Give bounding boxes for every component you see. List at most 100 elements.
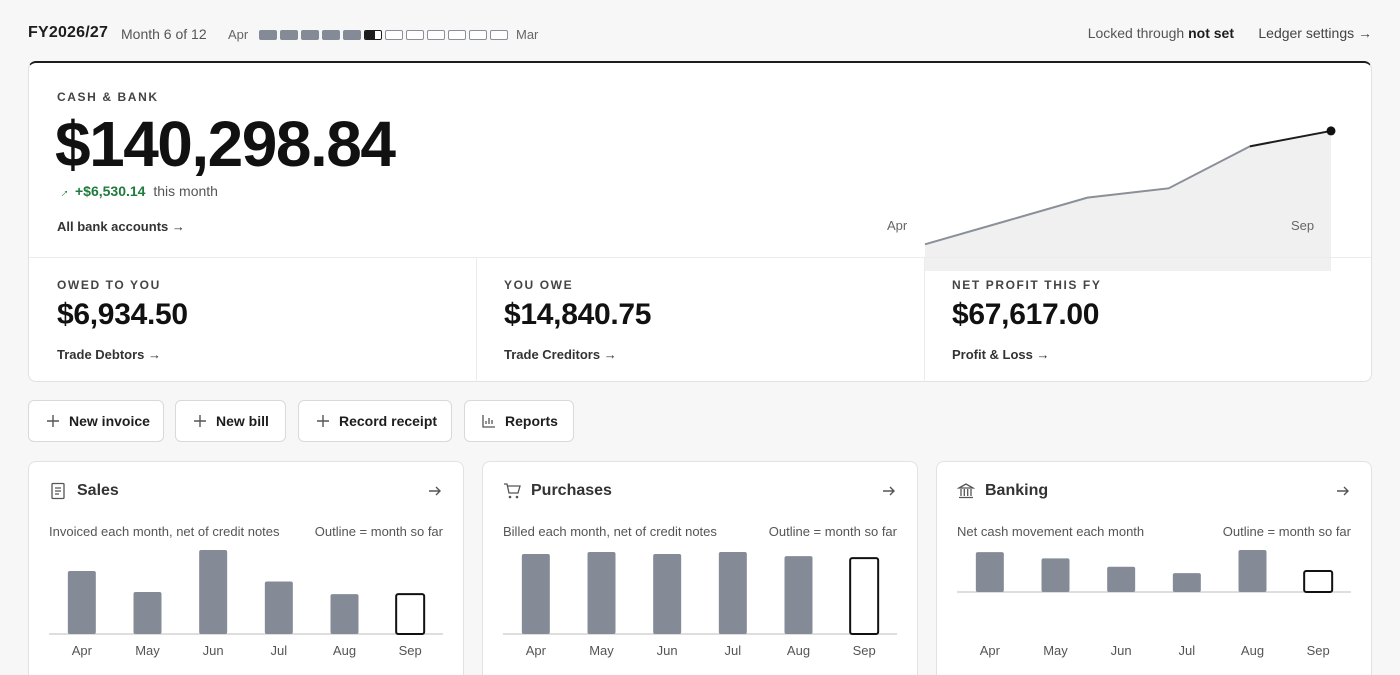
lock-status-prefix: Locked through xyxy=(1087,25,1185,41)
panel-description: Net cash movement each month xyxy=(957,524,1145,539)
chart-x-label: Jul xyxy=(725,643,742,658)
chart-x-label: Sep xyxy=(853,643,876,658)
progress-segment xyxy=(490,30,508,40)
month-of-year: Month 6 of 12 xyxy=(121,26,207,42)
lock-status[interactable]: Locked through not set xyxy=(1088,25,1234,41)
trend-line xyxy=(924,145,1251,246)
stat-value: $6,934.50 xyxy=(57,298,188,331)
trend-start-label: Apr xyxy=(887,218,908,233)
button-label: Record receipt xyxy=(339,413,438,429)
trade-creditors-link[interactable]: Trade Creditors → xyxy=(504,347,617,362)
chart-bar xyxy=(1238,550,1267,592)
all-bank-accounts-link[interactable]: All bank accounts → xyxy=(57,219,185,234)
chart-bar xyxy=(330,594,359,634)
button-label: Reports xyxy=(505,413,558,429)
panel-header[interactable]: Banking xyxy=(956,482,1049,500)
cash-bank-amount: $140,298.84 xyxy=(55,108,396,180)
chart-x-label: Sep xyxy=(399,643,422,658)
panel-title: Sales xyxy=(77,482,119,499)
stat-value: $14,840.75 xyxy=(504,298,652,331)
chart-bar xyxy=(784,556,813,634)
chart-bar xyxy=(587,552,616,634)
chart-bar xyxy=(199,550,228,634)
document-icon xyxy=(49,482,67,500)
trend-end-label: Sep xyxy=(1291,218,1315,233)
chart-x-label: Jul xyxy=(1179,643,1196,658)
panel-outline-note: Outline = month so far xyxy=(1222,524,1351,539)
banking-chart: Apr May Jun Jul Aug Sep xyxy=(957,550,1351,658)
cash-bank-label: CASH & BANK xyxy=(57,90,159,104)
progress-start-label: Apr xyxy=(228,27,249,42)
banking-panel: Banking Net cash movement each month Out… xyxy=(936,461,1372,675)
lock-status-value: not set xyxy=(1188,25,1234,41)
chart-x-label: Jun xyxy=(657,643,678,658)
stat-label: NET PROFIT THIS FY xyxy=(952,278,1102,292)
chart-x-label: May xyxy=(589,643,614,658)
plus-icon xyxy=(45,413,61,429)
progress-segment xyxy=(385,30,403,40)
chart-bar xyxy=(1303,570,1334,593)
arrow-right-icon[interactable] xyxy=(427,483,443,499)
chart-x-label: May xyxy=(1043,643,1068,658)
arrow-right-icon[interactable] xyxy=(1335,483,1351,499)
trend-area xyxy=(925,130,1331,271)
record-receipt-button[interactable]: Record receipt xyxy=(298,400,452,442)
cash-trend-chart xyxy=(924,126,1336,271)
panel-description: Billed each month, net of credit notes xyxy=(503,524,717,539)
progress-end-label: Mar xyxy=(516,27,539,42)
sales-chart: Apr May Jun Jul Aug Sep xyxy=(49,550,443,658)
chart-bar xyxy=(133,592,162,634)
chart-bar xyxy=(521,554,550,634)
new-bill-button[interactable]: New bill xyxy=(175,400,286,442)
progress-segment xyxy=(406,30,424,40)
card-divider xyxy=(29,257,1371,258)
progress-segment xyxy=(322,30,340,40)
progress-segment xyxy=(301,30,319,40)
panel-title: Banking xyxy=(985,482,1049,499)
progress-segment xyxy=(280,30,298,40)
chart-bar xyxy=(653,554,682,634)
stat-label: YOU OWE xyxy=(504,278,574,292)
trend-endpoint xyxy=(1326,126,1336,136)
progress-segment xyxy=(469,30,487,40)
chart-bar xyxy=(1172,573,1201,592)
panel-header[interactable]: Purchases xyxy=(503,482,612,500)
summary-card: CASH & BANK $140,298.84 → +$6,530.14 this… xyxy=(28,61,1372,382)
progress-segment xyxy=(448,30,466,40)
stat-label: OWED TO YOU xyxy=(57,278,161,292)
bank-icon xyxy=(956,482,976,500)
chart-bar xyxy=(1107,566,1136,592)
progress-segment xyxy=(259,30,277,40)
chart-x-label: Apr xyxy=(526,643,547,658)
stat-divider xyxy=(476,258,477,382)
sales-panel: Sales Invoiced each month, net of credit… xyxy=(28,461,464,675)
purchases-panel: Purchases Billed each month, net of cred… xyxy=(482,461,918,675)
arrow-right-icon[interactable] xyxy=(881,483,897,499)
ledger-settings-link[interactable]: Ledger settings → xyxy=(1258,25,1372,41)
panel-outline-note: Outline = month so far xyxy=(314,524,443,539)
cart-icon xyxy=(503,482,521,500)
purchases-chart: Apr May Jun Jul Aug Sep xyxy=(503,552,897,658)
new-invoice-button[interactable]: New invoice xyxy=(28,400,164,442)
chart-bar xyxy=(849,557,880,635)
button-label: New invoice xyxy=(69,413,150,429)
profit-loss-link[interactable]: Profit & Loss → xyxy=(952,347,1050,362)
progress-segment xyxy=(427,30,445,40)
chart-x-label: Aug xyxy=(333,643,356,658)
fiscal-year-progress xyxy=(259,30,509,40)
trade-debtors-link[interactable]: Trade Debtors → xyxy=(57,347,162,362)
reports-button[interactable]: Reports xyxy=(464,400,574,442)
chart-bar xyxy=(67,571,96,634)
arrow-up-right-icon: → xyxy=(53,182,73,202)
panel-description: Invoiced each month, net of credit notes xyxy=(49,524,280,539)
stat-owed-to-you: OWED TO YOU $6,934.50 Trade Debtors → xyxy=(29,258,476,382)
chart-x-label: Apr xyxy=(72,643,93,658)
stat-divider xyxy=(924,258,925,382)
panel-header[interactable]: Sales xyxy=(49,482,119,500)
ledger-header: FY2026/27 Month 6 of 12 Apr Mar Locked t… xyxy=(28,24,1372,46)
chart-bar xyxy=(718,552,747,634)
cash-delta-text: this month xyxy=(153,183,218,199)
trend-line-current xyxy=(1249,129,1332,148)
fiscal-year: FY2026/27 xyxy=(28,24,109,41)
chart-x-label: Jun xyxy=(1111,643,1132,658)
